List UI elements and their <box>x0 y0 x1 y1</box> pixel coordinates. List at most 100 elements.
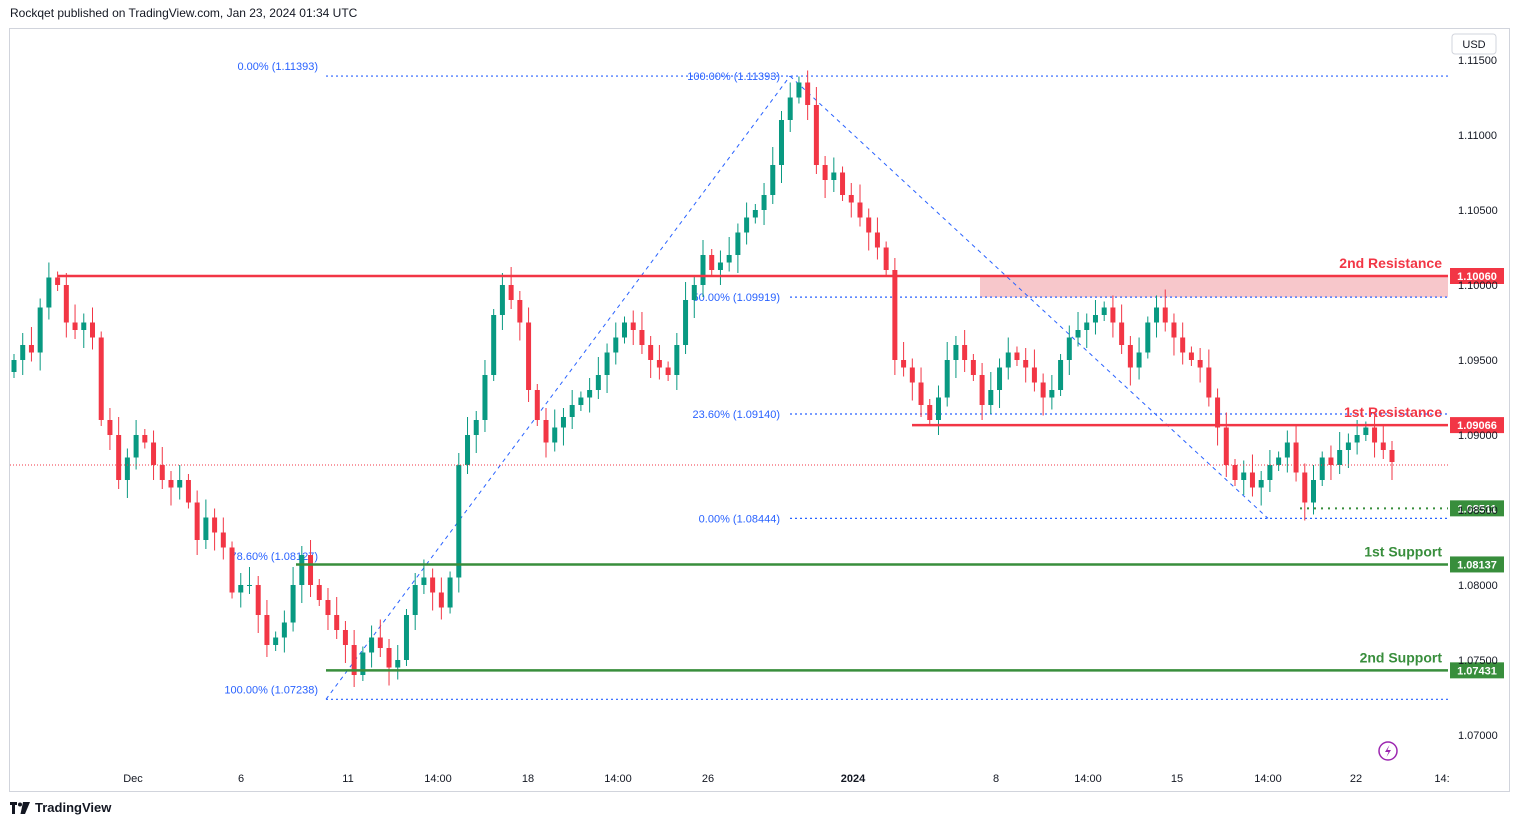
candle-body <box>11 360 17 372</box>
candle-body <box>456 465 462 578</box>
candle-body <box>325 600 331 615</box>
candle-body <box>133 435 139 458</box>
brand-footer[interactable]: TradingView <box>10 800 111 815</box>
candle-body <box>1372 427 1378 443</box>
time-tick-label: 22 <box>1350 773 1362 785</box>
candle-body <box>203 517 209 540</box>
level-name: 2nd Support <box>1360 649 1443 665</box>
candle-body <box>299 555 305 585</box>
candle-body <box>1197 360 1203 368</box>
candle-body <box>403 615 409 660</box>
lightning-icon[interactable] <box>1378 741 1398 761</box>
candle-body <box>395 660 401 668</box>
candle-body <box>421 577 427 585</box>
candle-body <box>1241 472 1247 480</box>
support-resistance-levels: 2nd Resistance 1.10060 1st Resistance 1.090… <box>58 255 1504 679</box>
candle-body <box>805 82 811 105</box>
candle-body <box>81 322 87 330</box>
time-tick-label: 14: <box>1434 773 1449 785</box>
candle-body <box>308 555 314 585</box>
candle-body <box>1284 442 1290 458</box>
candle-body <box>1023 360 1029 368</box>
price-tick-label: 1.10000 <box>1458 280 1498 292</box>
time-tick-label: 14:00 <box>1074 773 1102 785</box>
candle-body <box>822 165 828 180</box>
brand-name: TradingView <box>35 800 112 815</box>
candle-body <box>613 337 619 353</box>
candle-body <box>1232 465 1238 480</box>
candle-body <box>979 375 985 405</box>
candle-body <box>1389 450 1395 462</box>
fib-level-label: 50.00% (1.09919) <box>693 292 780 304</box>
candle-body <box>883 247 889 270</box>
candle-body <box>168 480 174 488</box>
price-tag <box>1450 662 1504 679</box>
candle-body <box>918 382 924 405</box>
candle-body <box>709 255 715 270</box>
candle-body <box>656 360 662 368</box>
candle-body <box>1005 352 1011 368</box>
candle-body <box>473 420 479 435</box>
price-tag-label: 1.09066 <box>1457 420 1497 432</box>
candle-body <box>369 637 375 653</box>
currency-label: USD <box>1462 39 1485 51</box>
price-tag-label: 1.07431 <box>1457 665 1497 677</box>
candle-body <box>1049 390 1055 398</box>
candle-body <box>1188 352 1194 360</box>
candle-body <box>1127 345 1133 368</box>
price-tick-label: 1.09000 <box>1458 430 1498 442</box>
candle-body <box>107 420 113 435</box>
time-tick-label: 15 <box>1171 773 1183 785</box>
candle-body <box>970 360 976 375</box>
price-tag-label: 1.10060 <box>1457 271 1497 283</box>
candle-body <box>1337 450 1343 465</box>
candle-body <box>831 172 837 180</box>
candle-body <box>1040 382 1046 398</box>
candle-body <box>430 577 436 593</box>
candle-body <box>281 622 287 638</box>
time-tick-label: 14:00 <box>604 773 632 785</box>
candle-body <box>412 585 418 615</box>
candle-body <box>499 285 505 315</box>
candle-body <box>508 285 514 300</box>
candle-body <box>735 232 741 255</box>
candle-body <box>1154 307 1160 323</box>
candle-body <box>778 120 784 165</box>
candle-body <box>159 465 165 480</box>
price-tick-label: 1.11000 <box>1458 130 1497 142</box>
candle-body <box>587 390 593 398</box>
candle-body <box>98 337 104 420</box>
price-tick-label: 1.08500 <box>1458 505 1498 517</box>
price-tag-label: 1.08511 <box>1457 503 1496 515</box>
candle-body <box>840 172 846 195</box>
candle-body <box>770 165 776 195</box>
price-tag <box>1450 500 1504 517</box>
time-tick-label: 11 <box>342 773 353 785</box>
resistance-zone-box <box>980 276 1448 298</box>
candle-body <box>1354 435 1360 443</box>
price-tag <box>1450 417 1504 434</box>
fib-trend-up <box>325 75 791 700</box>
price-tick-label: 1.07000 <box>1458 730 1498 742</box>
candle-body <box>465 435 471 465</box>
candle-body <box>1180 337 1186 353</box>
candle-body <box>1101 307 1107 315</box>
candle-body <box>72 322 78 330</box>
candle-body <box>1276 457 1282 465</box>
candle-body <box>491 315 497 375</box>
fib-level-label: 23.60% (1.09140) <box>693 409 780 421</box>
candle-body <box>255 585 261 615</box>
candle-body <box>212 517 218 533</box>
time-tick-label: Dec <box>123 773 143 785</box>
currency-badge[interactable] <box>1451 33 1497 55</box>
chart-frame <box>9 28 1510 792</box>
candle-body <box>560 417 566 428</box>
candle-body <box>238 585 244 593</box>
candle-body <box>1119 322 1125 345</box>
price-tick-label: 1.09500 <box>1458 355 1498 367</box>
candle-body <box>1171 322 1177 338</box>
candle-body <box>1293 442 1299 473</box>
candle-body <box>316 585 322 600</box>
candle-body <box>543 420 549 443</box>
